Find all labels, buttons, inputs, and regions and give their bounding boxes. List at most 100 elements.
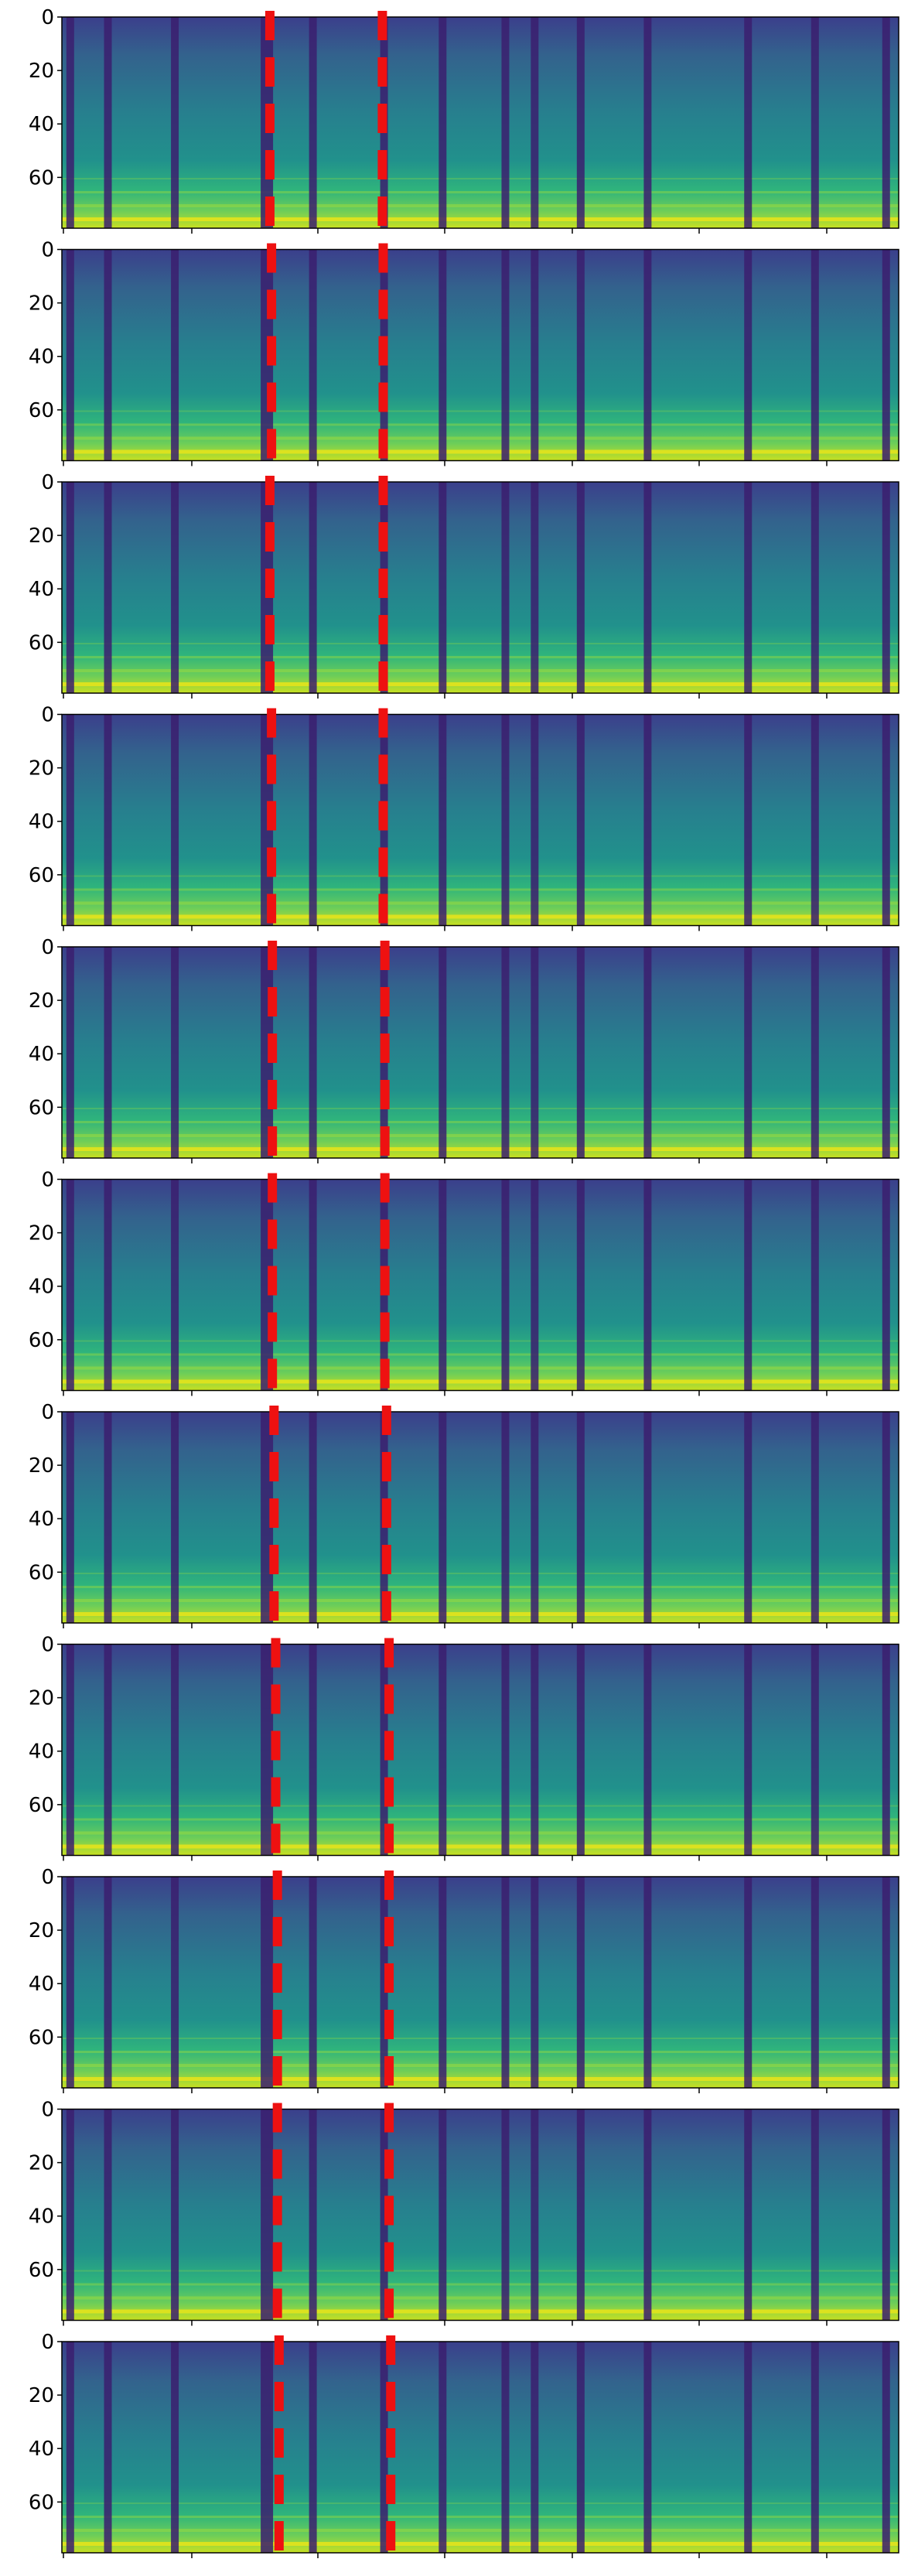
silence-gap [501, 1644, 510, 1856]
y-tick-label: 40 [29, 578, 54, 601]
harmonic-band [62, 1366, 899, 1370]
silence-gap [66, 17, 74, 228]
heatmap-image [62, 249, 899, 461]
y-tick-label: 0 [41, 239, 54, 262]
silence-gap [811, 17, 819, 228]
silence-gap [66, 1412, 74, 1623]
silence-gap [309, 1179, 317, 1391]
harmonic-band [62, 901, 899, 905]
axes-frame [61, 16, 899, 229]
y-tick-label: 0 [41, 1169, 54, 1192]
silence-gap [643, 947, 652, 1158]
silence-gap [171, 1877, 179, 2088]
silence-gap [576, 249, 585, 461]
y-tick-label: 20 [29, 60, 54, 83]
y-tick-label: 20 [29, 524, 54, 548]
harmonic-band [62, 2270, 899, 2272]
silence-gap [261, 2342, 274, 2553]
heatmap-image [62, 17, 899, 228]
spectrogram-panel: 0 20 40 60 [29, 1866, 899, 2094]
silence-gap [882, 1412, 890, 1623]
spectrogram-panel: 0 20 40 60 [29, 2099, 899, 2327]
harmonic-band [62, 1134, 899, 1137]
harmonic-band [62, 2542, 899, 2546]
silence-gap [171, 714, 179, 926]
y-tick-label: 0 [41, 1866, 54, 1889]
silence-gap [882, 17, 890, 228]
spectrogram-panel: 0 20 40 60 [29, 936, 899, 1164]
silence-gap [744, 1644, 753, 1856]
y-tick-label: 60 [29, 2491, 54, 2514]
silence-gap [261, 2109, 274, 2321]
harmonic-band [62, 1379, 899, 1384]
silence-gap [882, 1179, 890, 1391]
y-tick-label: 20 [29, 1222, 54, 1245]
axes-frame [61, 1643, 899, 1857]
y-tick-label: 40 [29, 2438, 54, 2461]
y-tick-label: 20 [29, 1454, 54, 1478]
spectrogram-panel: 0 20 40 60 [29, 1401, 899, 1629]
harmonic-band [62, 669, 899, 672]
silence-gap [744, 1179, 753, 1391]
silence-gap [104, 482, 112, 693]
silence-gap [744, 714, 753, 926]
y-tick-label: 60 [29, 1561, 54, 1584]
silence-gap [576, 1877, 585, 2088]
silence-gap [439, 249, 447, 461]
silence-gap [66, 947, 74, 1158]
silence-gap [439, 2342, 447, 2553]
silence-gap [811, 1179, 819, 1391]
harmonic-band [62, 656, 899, 658]
y-tick-label: 40 [29, 346, 54, 369]
silence-gap [882, 249, 890, 461]
silence-gap [744, 482, 753, 693]
silence-gap [439, 947, 447, 1158]
silence-gap [171, 2342, 179, 2553]
harmonic-band [62, 2296, 899, 2300]
silence-gap [309, 947, 317, 1158]
silence-gap [171, 2109, 179, 2321]
silence-gap [882, 2342, 890, 2553]
silence-gap [380, 1877, 388, 2088]
silence-gap [309, 2342, 317, 2553]
silence-gap [531, 947, 539, 1158]
silence-gap [576, 714, 585, 926]
y-tick-label: 20 [29, 989, 54, 1013]
heatmap-image [62, 1412, 899, 1623]
spectrogram-panel: 0 20 40 60 [29, 471, 899, 699]
silence-gap [104, 2109, 112, 2321]
silence-gap [744, 2109, 753, 2321]
spectrogram-panel: 0 20 40 60 [29, 1634, 899, 1862]
spectrogram-panel: 0 20 40 60 [29, 239, 899, 467]
heatmap-image [62, 1644, 899, 1856]
silence-gap [380, 2342, 388, 2553]
y-tick-label: 0 [41, 1634, 54, 1657]
harmonic-band [62, 914, 899, 919]
silence-gap [744, 947, 753, 1158]
silence-gap [309, 17, 317, 228]
silence-gap [531, 1412, 539, 1623]
silence-gap [104, 714, 112, 926]
axes-frame [61, 1178, 899, 1392]
silence-gap [501, 17, 510, 228]
harmonic-band [62, 2077, 899, 2081]
silence-gap [171, 1644, 179, 1856]
silence-gap [66, 2109, 74, 2321]
heatmap-image [62, 714, 899, 926]
silence-gap [576, 1179, 585, 1391]
y-tick-label: 40 [29, 1276, 54, 1299]
silence-gap [104, 1179, 112, 1391]
heatmap-image [62, 1877, 899, 2088]
spectrogram-panel: 0 20 40 60 [29, 1169, 899, 1397]
silence-gap [576, 2109, 585, 2321]
harmonic-band [62, 423, 899, 426]
harmonic-band [62, 1599, 899, 1602]
y-tick-label: 60 [29, 1096, 54, 1119]
silence-gap [104, 1412, 112, 1623]
silence-gap [882, 947, 890, 1158]
y-tick-label: 60 [29, 864, 54, 887]
silence-gap [309, 249, 317, 461]
silence-gap [439, 1644, 447, 1856]
silence-gap [439, 1412, 447, 1623]
